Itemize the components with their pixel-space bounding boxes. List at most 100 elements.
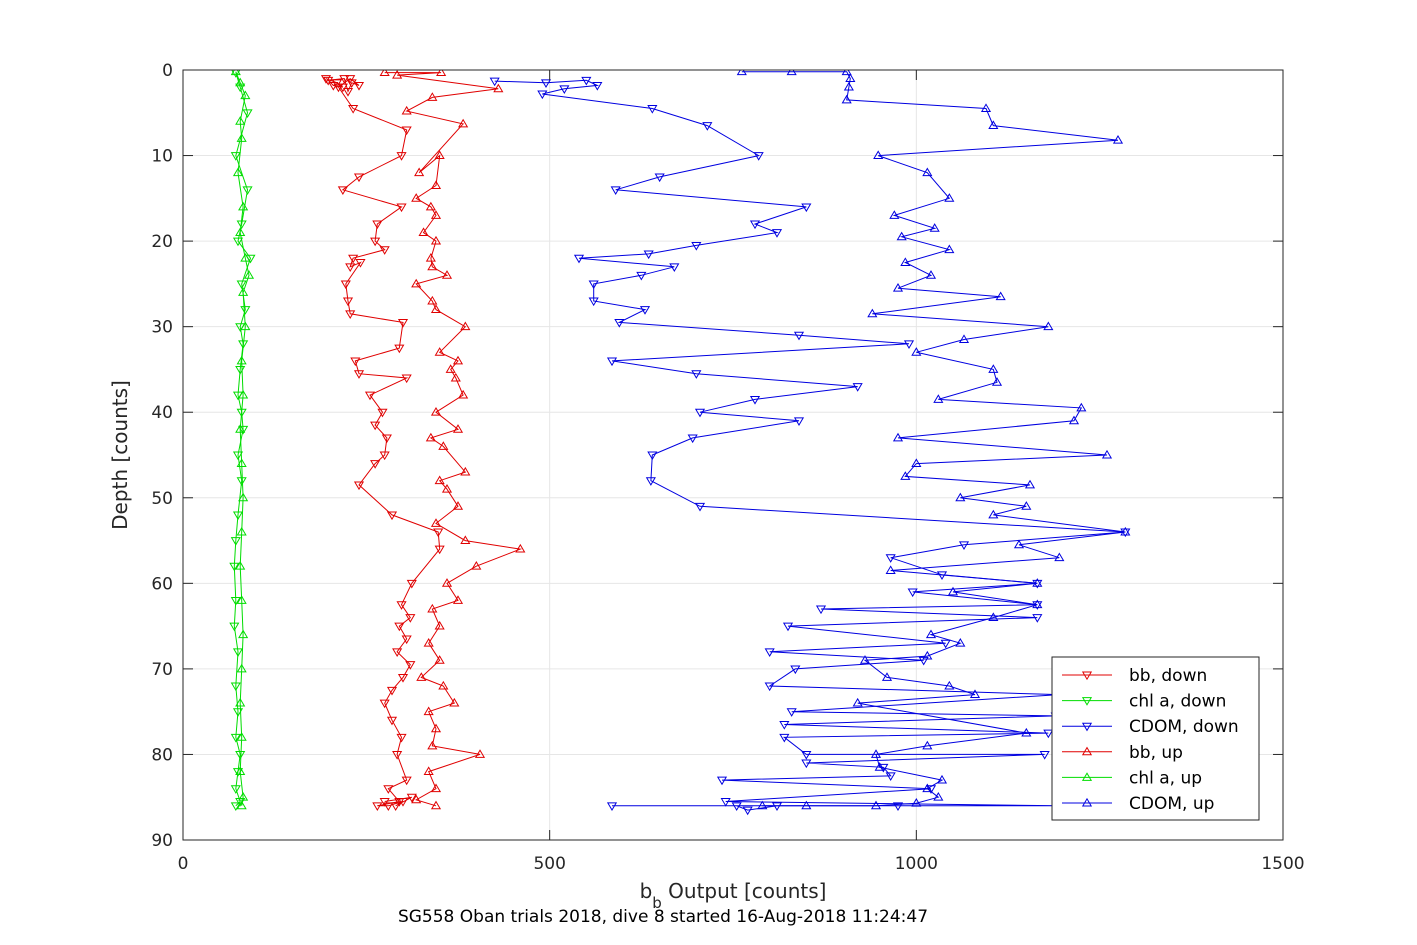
data-point [434,475,445,485]
data-point [427,92,438,101]
data-point [386,716,398,726]
data-point [843,81,854,91]
data-point [350,357,361,367]
data-point [232,451,244,461]
data-point [911,347,922,356]
data-point [881,672,893,681]
data-point [988,612,999,621]
data-point [238,425,249,435]
data-point [581,76,592,86]
data-point [922,783,933,793]
data-point [449,697,460,707]
data-point [430,180,442,189]
data-point [958,334,970,343]
data-point [892,282,904,292]
data-point [427,295,438,305]
data-point [845,73,856,82]
series-layer [229,70,1131,816]
data-point [493,83,504,93]
data-point [643,250,654,260]
data-point [372,802,383,811]
data-point [430,723,442,733]
data-point [870,800,882,810]
data-point [925,270,937,279]
data-point [427,740,438,750]
data-point [345,75,356,84]
data-point [236,280,247,290]
data-point [411,278,422,288]
data-point [416,672,427,681]
data-point [401,776,412,786]
data-point [1120,526,1131,536]
data-point [240,253,251,262]
data-point [702,122,713,131]
data-point [396,733,407,743]
y-tick-label: 50 [151,489,173,509]
data-point [731,802,742,811]
data-point [386,511,398,521]
data-point [874,762,885,771]
data-point [370,237,381,247]
data-point [243,270,255,279]
data-point [229,562,240,572]
data-point [353,481,365,491]
data-point [383,802,394,811]
data-point [900,471,911,480]
data-point [235,751,246,760]
data-point [606,357,618,367]
data-point [815,605,827,615]
legend-label: chl a, down [1129,692,1226,712]
x-tick-label: 1000 [895,854,938,874]
data-point [922,650,933,660]
data-point [364,391,376,401]
data-point [515,543,526,553]
data-point [903,340,915,349]
data-point [870,749,882,758]
legend-item: chl a, down [1062,692,1226,712]
data-point [418,227,429,236]
data-point [370,460,381,469]
data-point [379,246,390,255]
data-point [342,87,354,97]
data-point [460,535,471,544]
data-point [911,458,922,467]
data-point [460,466,471,476]
data-point [841,94,852,104]
data-point [401,635,412,645]
x-tick-label: 500 [533,854,565,874]
data-point [235,697,246,707]
data-point [394,344,405,354]
series-5 [736,70,1131,810]
data-point [235,766,246,775]
legend-item: chl a, up [1062,768,1202,788]
data-point [441,484,453,493]
data-point [348,105,359,114]
data-point [458,118,469,128]
data-point [892,802,904,811]
data-point [323,76,334,86]
legend-label: CDOM, up [1129,794,1214,814]
data-point [592,81,603,91]
data-point [691,241,702,251]
data-point [647,105,658,114]
data-point [230,152,241,161]
data-point [801,751,812,760]
x-tick-label: 1500 [1261,854,1304,874]
y-tick-label: 20 [151,232,173,252]
data-point [782,622,794,632]
data-point [753,152,764,161]
data-point [645,477,656,486]
data-point [240,321,251,331]
data-point [458,389,469,399]
data-point [236,355,247,365]
data-point [238,389,249,399]
data-point [230,802,241,811]
data-point [232,167,244,177]
data-point [427,261,438,271]
data-point [427,603,438,613]
data-point [944,680,955,690]
data-point [396,601,407,610]
data-point [573,254,585,264]
y-tick-label: 40 [151,403,173,423]
data-point [614,318,625,328]
